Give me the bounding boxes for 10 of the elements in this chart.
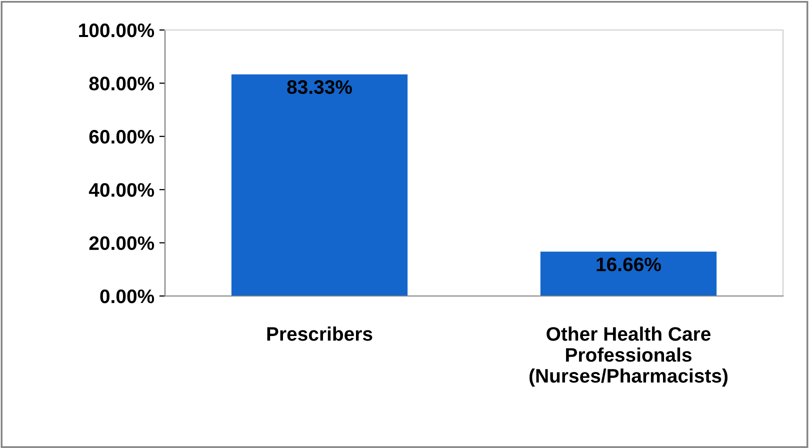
y-tick-label: 60.00% [89, 130, 154, 144]
data-label: 16.66% [596, 258, 661, 272]
y-tick-label: 100.00% [79, 23, 154, 38]
y-tick-label: 80.00% [89, 76, 154, 90]
data-label: 83.33% [287, 80, 352, 94]
y-tick-label: 0.00% [100, 289, 154, 304]
x-tick-label: Other Health Care Professionals (Nurses/Pharmacists) [530, 326, 728, 387]
y-tick-label: 40.00% [88, 183, 154, 197]
x-tick-label: Prescribers [267, 326, 372, 341]
y-tick-label: 20.00% [89, 236, 154, 250]
